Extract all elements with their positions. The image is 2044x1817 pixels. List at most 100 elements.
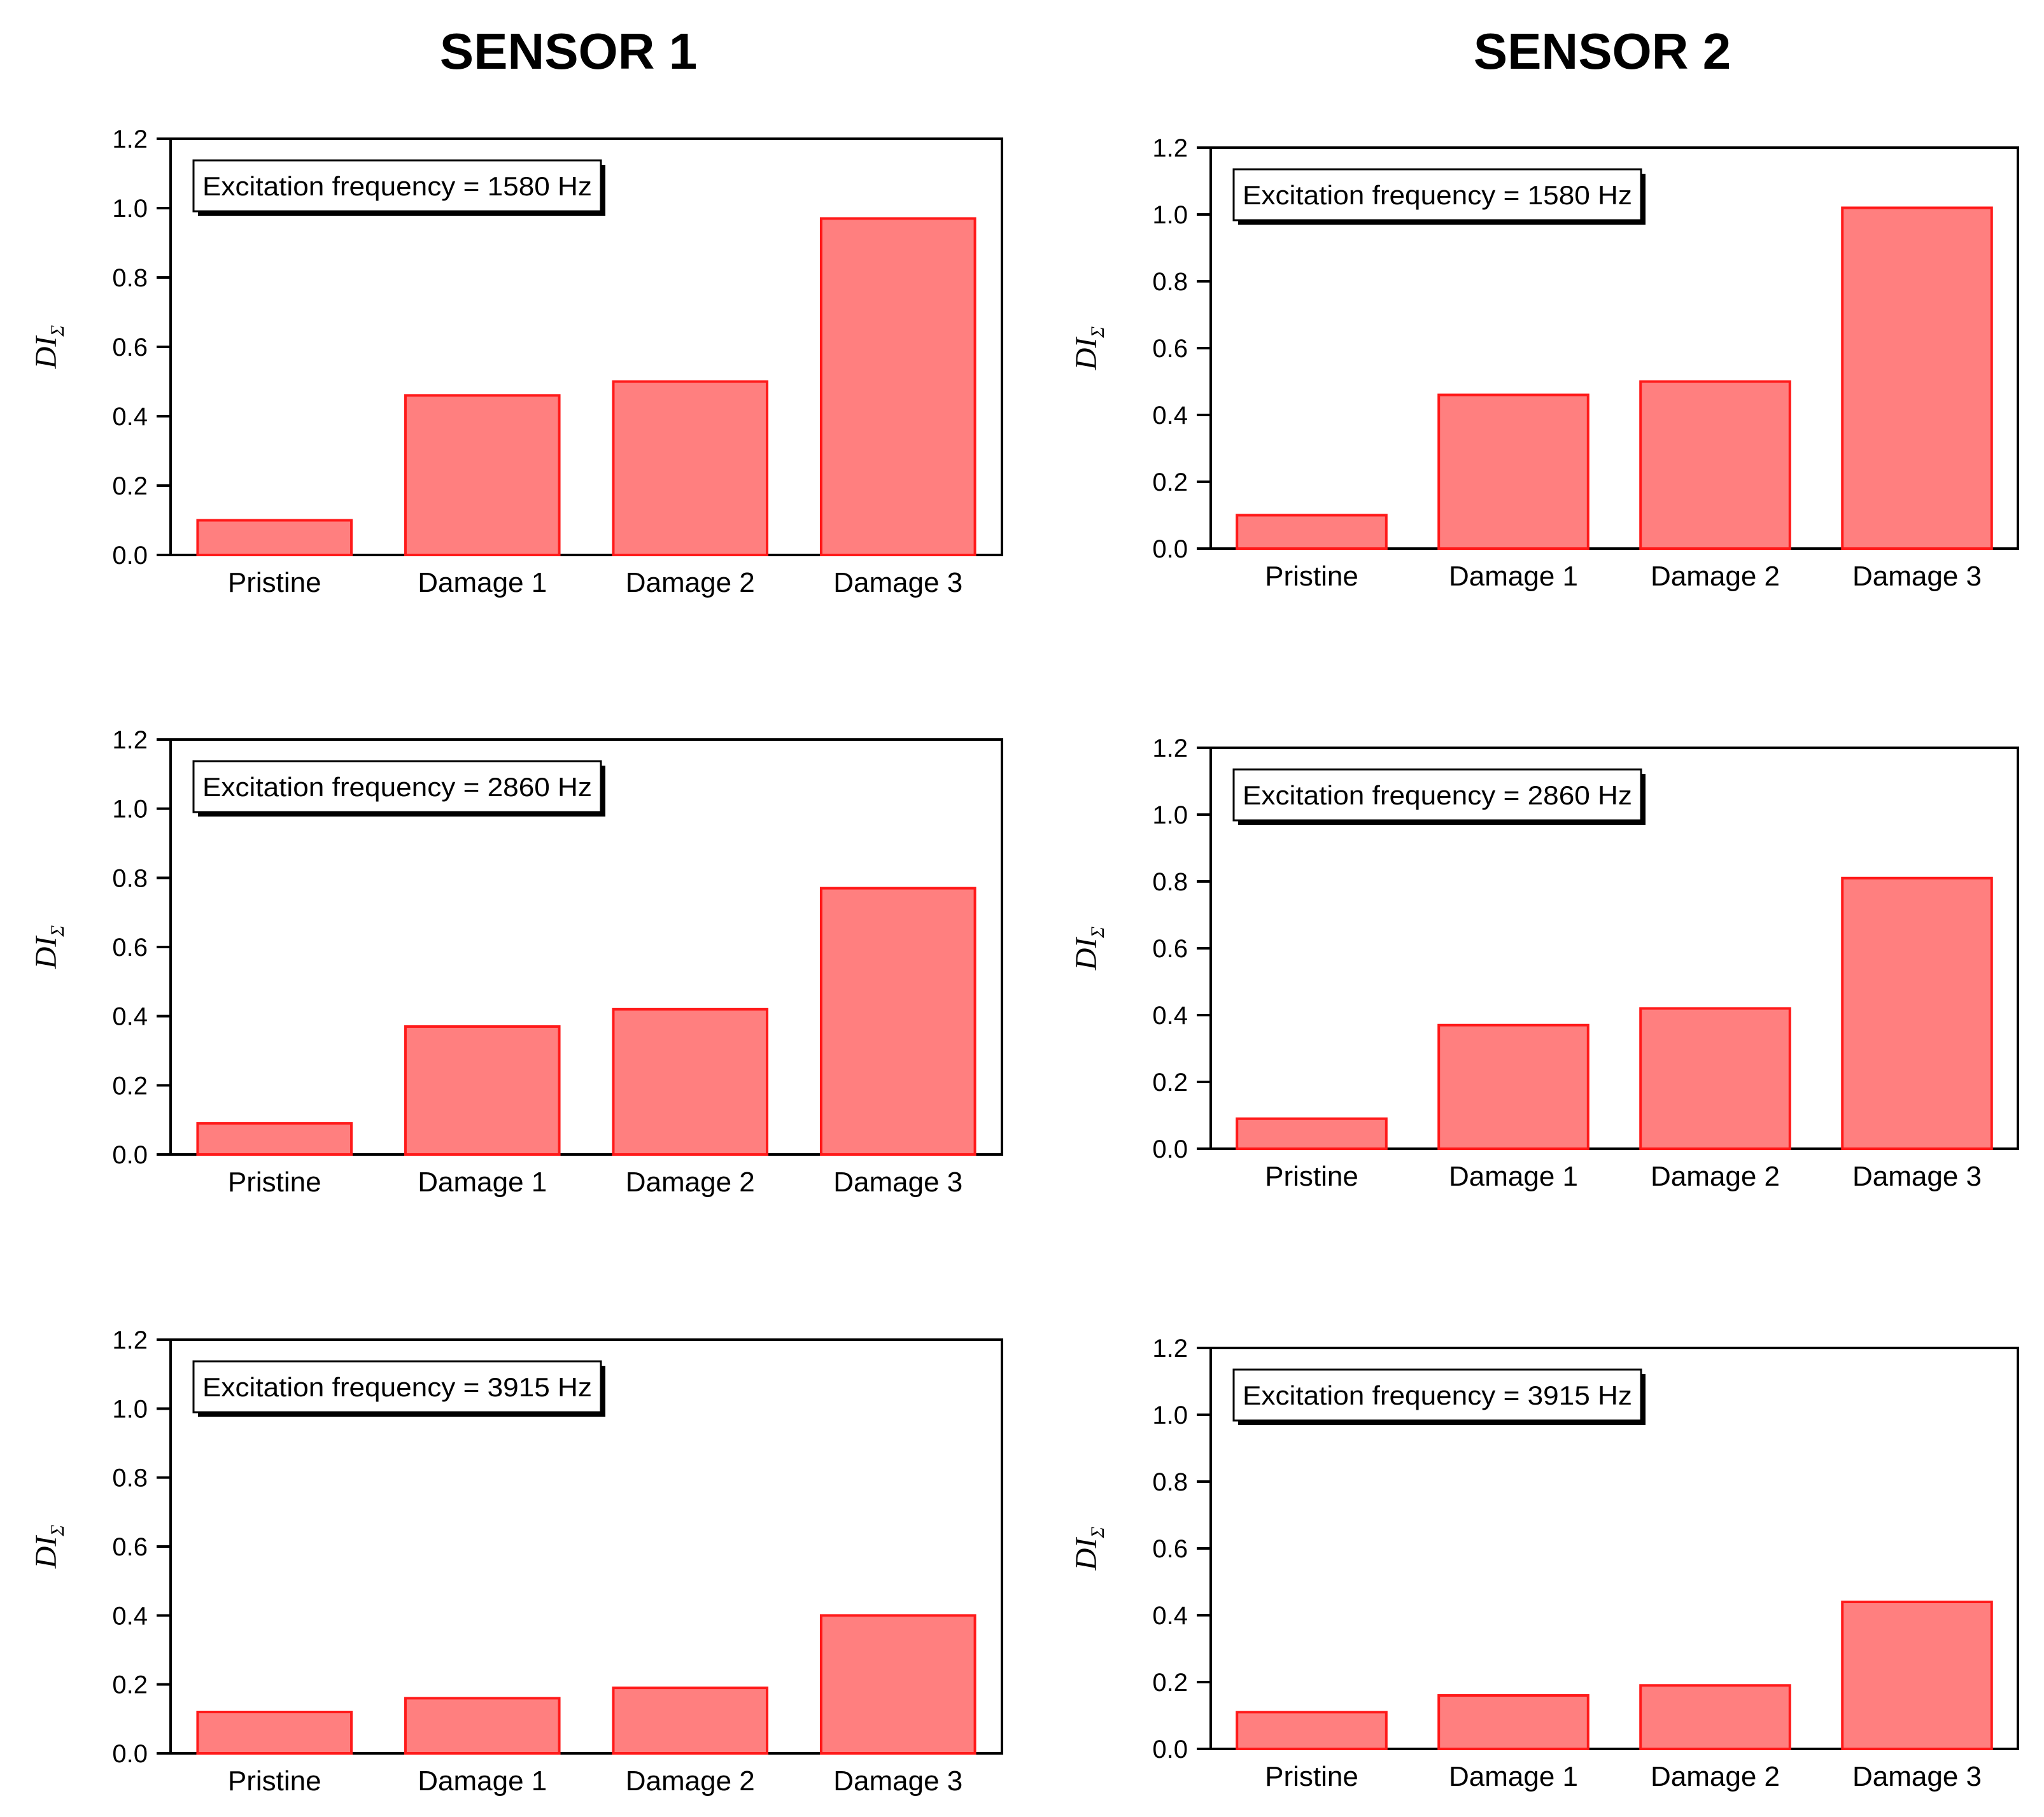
bar [1236, 1117, 1388, 1150]
bar [196, 1711, 353, 1755]
x-category-label: Damage 3 [833, 1765, 962, 1797]
y-axis-label: DIΣ [29, 925, 68, 970]
bar [612, 1687, 769, 1755]
y-tick-label: 0.4 [112, 403, 148, 431]
bar [1236, 514, 1388, 550]
bar [196, 519, 353, 556]
y-tick-label: 0.2 [112, 1671, 148, 1699]
bar [819, 1614, 976, 1755]
y-axis-label: DIΣ [1069, 326, 1108, 371]
bar [819, 217, 976, 557]
x-category-label: Pristine [228, 1167, 321, 1198]
y-axis-label-main: DI [1069, 337, 1103, 371]
y-tick-label: 0.6 [112, 1533, 148, 1561]
legend-box [1232, 768, 1642, 822]
y-axis-label-subscript: Σ [47, 325, 68, 337]
x-category-label: Damage 2 [1651, 1161, 1780, 1192]
bar [819, 887, 976, 1156]
y-tick-label: 1.2 [1152, 134, 1188, 162]
x-category-label: Damage 2 [626, 1765, 755, 1797]
legend-text: Excitation frequency = 1580 Hz [202, 171, 592, 201]
bar [404, 394, 561, 556]
legend-text: Excitation frequency = 2860 Hz [202, 772, 592, 802]
legend-text: Excitation frequency = 1580 Hz [1243, 180, 1632, 210]
chart-panel-sensor1-3915: 0.0 0.2 0.4 0.6 0.8 1.0 1.2 Pristine Damage 1 Dam… [29, 1326, 1003, 1797]
x-category-label: Pristine [1265, 561, 1358, 592]
y-tick-label: 1.0 [112, 1395, 148, 1423]
y-axis-label-subscript: Σ [1087, 927, 1108, 939]
y-tick-label: 1.2 [112, 1326, 148, 1354]
y-tick-label: 0.0 [1152, 535, 1188, 563]
y-axis-label-main: DI [29, 335, 63, 370]
y-tick-label: 1.2 [112, 726, 148, 754]
x-category-label: Pristine [228, 567, 321, 598]
x-category-label: Damage 3 [833, 1167, 962, 1198]
column-title-sensor-2: SENSOR 2 [1474, 23, 1731, 80]
y-tick-label: 1.0 [1152, 1401, 1188, 1429]
legend-box [192, 1360, 602, 1414]
y-tick-label: 0.4 [1152, 1002, 1188, 1030]
y-axis-label-main: DI [29, 1535, 63, 1569]
y-tick-label: 0.4 [112, 1003, 148, 1031]
y-tick-label: 0.6 [112, 333, 148, 361]
x-category-label: Pristine [1265, 1761, 1358, 1792]
y-tick-label: 0.2 [112, 1072, 148, 1100]
legend-box [1232, 1368, 1642, 1422]
legend-box [1232, 168, 1642, 221]
x-category-label: Damage 1 [1449, 1761, 1578, 1792]
bar [1639, 1684, 1791, 1750]
bar [1639, 1007, 1791, 1150]
chart-panel-sensor2-3915: 0.0 0.2 0.4 0.6 0.8 1.0 1.2 Pristine Damage 1 Dam… [1069, 1335, 2019, 1792]
bar [1437, 393, 1589, 550]
y-axis-label: DIΣ [1069, 927, 1108, 971]
y-tick-label: 0.6 [1152, 335, 1188, 363]
y-tick-label: 0.0 [112, 1740, 148, 1768]
y-tick-label: 1.2 [1152, 734, 1188, 762]
x-category-label: Damage 1 [418, 1167, 547, 1198]
y-tick-label: 1.0 [1152, 801, 1188, 829]
y-tick-label: 0.0 [1152, 1135, 1188, 1163]
y-tick-label: 0.4 [1152, 1602, 1188, 1630]
bar [1437, 1694, 1589, 1750]
y-tick-label: 0.2 [1152, 1069, 1188, 1097]
legend-box [192, 760, 602, 813]
bar [1841, 876, 1993, 1150]
bar [1841, 1601, 1993, 1750]
bar [404, 1025, 561, 1156]
x-category-label: Damage 1 [1449, 561, 1578, 592]
y-tick-label: 0.6 [1152, 1535, 1188, 1563]
x-category-label: Damage 3 [833, 567, 962, 598]
y-tick-label: 0.8 [1152, 268, 1188, 296]
y-tick-label: 0.2 [1152, 1669, 1188, 1697]
chart-panel-sensor1-2860: 0.0 0.2 0.4 0.6 0.8 1.0 1.2 Pristine Damage 1 Dam… [29, 726, 1003, 1198]
y-axis-label-subscript: Σ [47, 925, 68, 937]
y-tick-label: 1.0 [112, 796, 148, 824]
legend-text: Excitation frequency = 3915 Hz [202, 1372, 592, 1402]
legend-text: Excitation frequency = 3915 Hz [1243, 1380, 1632, 1410]
x-category-label: Damage 2 [626, 567, 755, 598]
bar [612, 380, 769, 556]
y-axis-label-main: DI [1069, 937, 1103, 971]
chart-panel-sensor1-1580: 0.0 0.2 0.4 0.6 0.8 1.0 1.2 Pristine Damage 1 Dam… [29, 125, 1003, 598]
chart-panel-sensor2-1580: 0.0 0.2 0.4 0.6 0.8 1.0 1.2 Pristine Damage 1 Dam… [1069, 134, 2019, 592]
bar [196, 1122, 353, 1156]
bar [1639, 380, 1791, 550]
y-axis-label: DIΣ [1069, 1527, 1108, 1571]
y-tick-label: 0.8 [112, 1464, 148, 1492]
y-tick-label: 0.8 [1152, 1468, 1188, 1496]
x-category-label: Damage 1 [418, 1765, 547, 1797]
x-category-label: Damage 2 [626, 1167, 755, 1198]
y-axis-label: DIΣ [29, 325, 68, 370]
x-category-label: Damage 2 [1651, 561, 1780, 592]
y-tick-label: 1.2 [1152, 1335, 1188, 1363]
y-axis-label-subscript: Σ [1087, 1527, 1108, 1539]
y-tick-label: 1.0 [1152, 201, 1188, 229]
bar [1437, 1023, 1589, 1150]
bar [404, 1697, 561, 1755]
y-tick-label: 0.2 [112, 472, 148, 500]
y-tick-label: 0.4 [1152, 402, 1188, 430]
x-category-label: Damage 2 [1651, 1761, 1780, 1792]
y-tick-label: 0.6 [112, 934, 148, 962]
x-category-label: Damage 1 [1449, 1161, 1578, 1192]
x-category-label: Damage 1 [418, 567, 547, 598]
